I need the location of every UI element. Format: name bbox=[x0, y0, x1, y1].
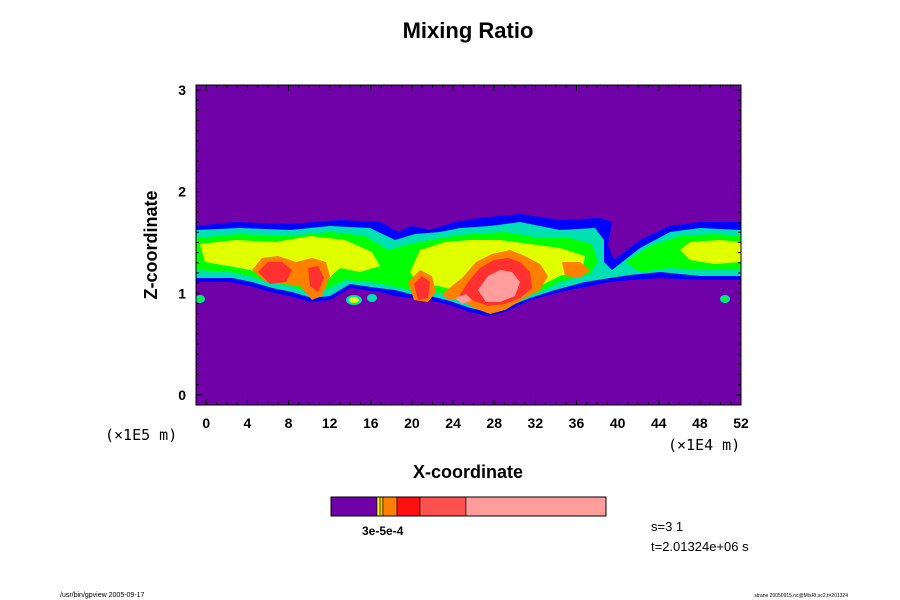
x-tick-label: 28 bbox=[486, 415, 502, 431]
x-tick-label: 32 bbox=[528, 415, 544, 431]
footer-right: strane 20050915.nc@MixRt,sc2,t=201324 bbox=[754, 593, 848, 599]
x-tick-label: 52 bbox=[733, 415, 749, 431]
x-scale-note: (×1E4 m) bbox=[668, 436, 740, 454]
colorbar-frame bbox=[330, 496, 607, 517]
chart-title: Mixing Ratio bbox=[403, 18, 534, 43]
colorbar-segment bbox=[382, 496, 398, 517]
colorbar-segment bbox=[330, 496, 378, 517]
colorbar-label: 3e-5e-4 bbox=[362, 524, 404, 538]
x-tick-label: 44 bbox=[651, 415, 667, 431]
x-tick-label: 0 bbox=[202, 415, 210, 431]
colorbar-segment bbox=[396, 496, 421, 517]
y-tick-label: 0 bbox=[178, 387, 186, 403]
colorbar-segment bbox=[379, 496, 384, 517]
x-tick-label: 16 bbox=[363, 415, 379, 431]
contour-level-6 bbox=[258, 258, 532, 306]
x-tick-label: 12 bbox=[322, 415, 338, 431]
plot-frame bbox=[195, 84, 742, 406]
y-scale-note: (×1E5 m) bbox=[105, 426, 177, 444]
colorbar-segment bbox=[419, 496, 467, 517]
y-axis-ticks: 0 1 2 3 bbox=[178, 82, 741, 403]
colorbar-segment bbox=[465, 496, 607, 517]
contour-level-7 bbox=[455, 270, 520, 304]
x-tick-label: 48 bbox=[692, 415, 708, 431]
x-axis-ticks: 0 4 8 12 16 20 24 28 32 36 40 44 48 52 bbox=[202, 85, 749, 431]
y-tick-label: 3 bbox=[178, 82, 186, 98]
step-label: s=3 1 bbox=[651, 519, 683, 534]
plot-area bbox=[196, 85, 741, 405]
colorbar-segment bbox=[376, 496, 381, 517]
x-tick-label: 20 bbox=[404, 415, 420, 431]
x-tick-label: 24 bbox=[445, 415, 461, 431]
x-tick-label: 4 bbox=[244, 415, 252, 431]
isolated-blobs bbox=[196, 294, 730, 305]
time-label: t=2.01324e+06 s bbox=[651, 539, 749, 554]
x-tick-label: 40 bbox=[610, 415, 626, 431]
x-tick-label: 36 bbox=[569, 415, 585, 431]
footer-left: /usr/bin/gpview 2005-09-17 bbox=[60, 592, 145, 599]
contour-level-4 bbox=[200, 236, 741, 300]
y-tick-label: 1 bbox=[178, 285, 186, 301]
colorbar bbox=[330, 496, 607, 517]
y-tick-label: 2 bbox=[178, 184, 186, 200]
x-axis-label: X-coordinate bbox=[413, 462, 523, 482]
y-axis-label: Z-coordinate bbox=[141, 190, 161, 299]
x-tick-label: 8 bbox=[285, 415, 293, 431]
